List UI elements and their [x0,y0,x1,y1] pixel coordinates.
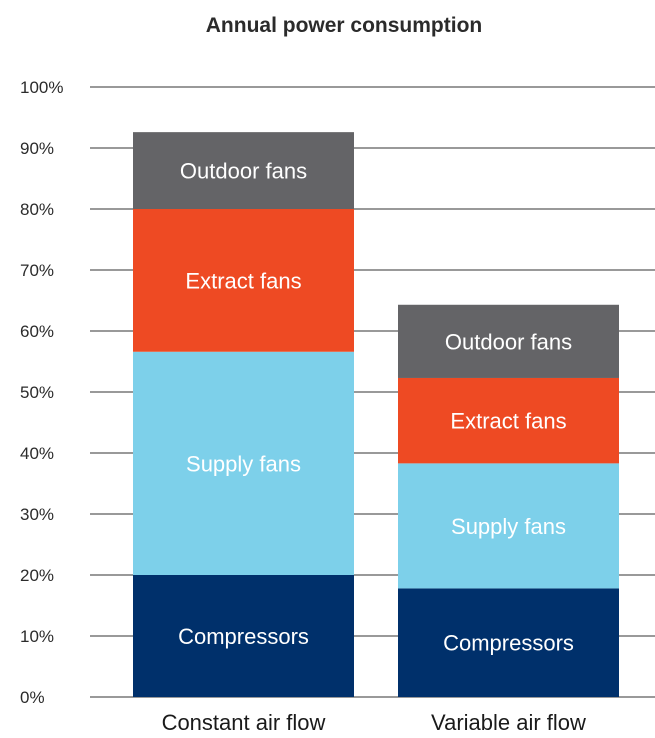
segment-label: Supply fans [451,514,566,539]
segment-label: Extract fans [185,268,301,293]
x-category-label: Constant air flow [162,710,326,735]
chart-title: Annual power consumption [206,14,483,37]
x-axis-categories: Constant air flow Variable air flow [162,710,586,735]
y-tick-label: 90% [20,139,54,158]
bar-segment [133,575,354,697]
bar-segment [133,209,354,352]
bar-segment [398,588,619,697]
segment-label: Supply fans [186,451,301,476]
y-tick-label: 80% [20,200,54,219]
y-tick-label: 40% [20,444,54,463]
labels-layer: Compressors Supply fans Extract fans Outdoo… [178,159,574,656]
segment-label: Outdoor fans [180,159,307,184]
bar-segment [133,132,354,209]
segment-label: Outdoor fans [445,329,572,354]
bar-segment [398,304,619,378]
segment-label: Compressors [178,624,309,649]
segment-label: Extract fans [450,409,566,434]
y-tick-label: 50% [20,383,54,402]
y-axis-ticks: 0% 10% 20% 30% 40% 50% 60% 70% 80% 90% 100% [20,78,63,707]
y-tick-label: 100% [20,78,63,97]
y-tick-label: 30% [20,505,54,524]
y-tick-label: 20% [20,566,54,585]
x-category-label: Variable air flow [431,710,586,735]
bar-segment [398,463,619,589]
y-tick-label: 70% [20,261,54,280]
segment-label: Compressors [443,631,574,656]
y-tick-label: 60% [20,322,54,341]
y-tick-label: 0% [20,688,45,707]
bar-segment [133,351,354,575]
bars-layer [133,132,619,697]
bar-segment [398,377,619,464]
y-tick-label: 10% [20,627,54,646]
